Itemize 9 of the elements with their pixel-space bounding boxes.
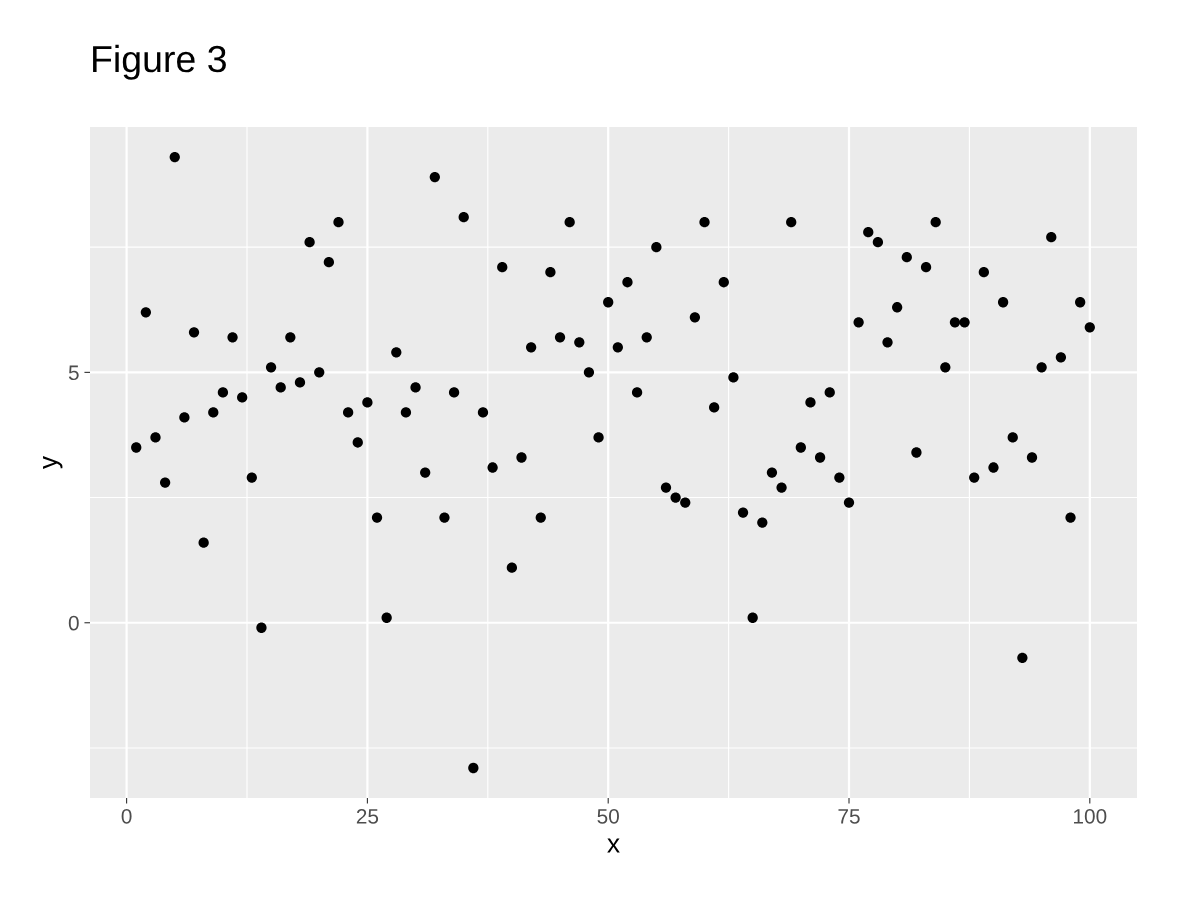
- x-tick-label: 0: [121, 809, 132, 824]
- x-tick-label: 75: [838, 809, 860, 824]
- chart-title: Figure 3: [93, 44, 226, 80]
- y-tick-label: 5: [68, 365, 79, 381]
- x-tick-label: 100: [1074, 809, 1107, 824]
- x-axis-title: x: [607, 838, 620, 853]
- x-tick-label: 50: [597, 809, 619, 824]
- y-axis-title: y: [43, 455, 63, 470]
- x-tick-label: 25: [356, 809, 379, 824]
